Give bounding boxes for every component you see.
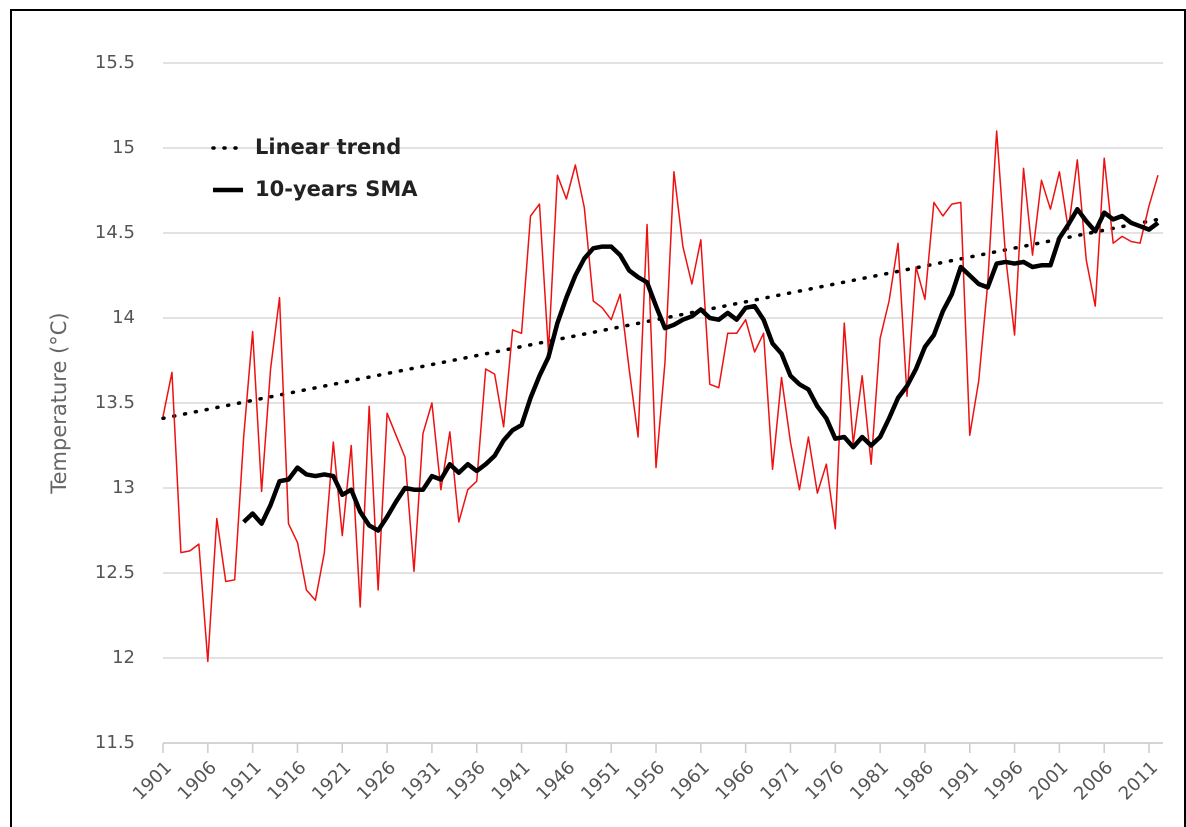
x-tick-label: 1916 — [263, 757, 310, 804]
x-tick-label: 1911 — [218, 757, 265, 804]
x-tick-label: 1921 — [308, 757, 355, 804]
x-tick-label: 1981 — [846, 757, 893, 804]
y-axis-label: Temperature (°C) — [47, 312, 71, 494]
x-tick-label: 1931 — [398, 757, 445, 804]
x-tick-label: 1986 — [891, 757, 938, 804]
x-tick-label: 1926 — [353, 757, 400, 804]
x-tick-label: 1946 — [532, 757, 579, 804]
legend-label: Linear trend — [255, 135, 401, 159]
y-tick-label: 14.5 — [95, 222, 135, 243]
frame — [10, 9, 1186, 827]
y-tick-label: 15.5 — [95, 52, 135, 73]
y-tick-label: 13.5 — [95, 392, 135, 413]
legend-label: 10-years SMA — [255, 177, 418, 201]
data-line — [242, 206, 1160, 533]
y-tick-label: 14 — [112, 307, 135, 328]
y-tick-label: 12 — [112, 647, 135, 668]
x-tick-label: 1961 — [667, 757, 714, 804]
x-tick-label: 1901 — [129, 757, 176, 804]
x-tick-label: 1991 — [936, 757, 983, 804]
y-tick-label: 12.5 — [95, 562, 135, 583]
y-tick-label: 11.5 — [95, 732, 135, 753]
y-tick-label: 15 — [112, 137, 135, 158]
x-tick-label: 2001 — [1025, 757, 1072, 804]
x-tick-label: 1971 — [756, 757, 803, 804]
y-tick-label: 13 — [112, 477, 135, 498]
x-tick-label: 1976 — [801, 757, 848, 804]
x-tick-label: 2006 — [1070, 757, 1117, 804]
x-tick-label: 1966 — [711, 757, 758, 804]
x-tick-label: 1956 — [622, 757, 669, 804]
data-line — [162, 130, 1159, 663]
x-tick-label: 1906 — [174, 757, 221, 804]
x-tick-label: 2011 — [1115, 757, 1162, 804]
x-tick-label: 1996 — [980, 757, 1027, 804]
x-tick-label: 1936 — [443, 757, 490, 804]
x-tick-label: 1951 — [577, 757, 624, 804]
x-tick-label: 1941 — [487, 757, 534, 804]
